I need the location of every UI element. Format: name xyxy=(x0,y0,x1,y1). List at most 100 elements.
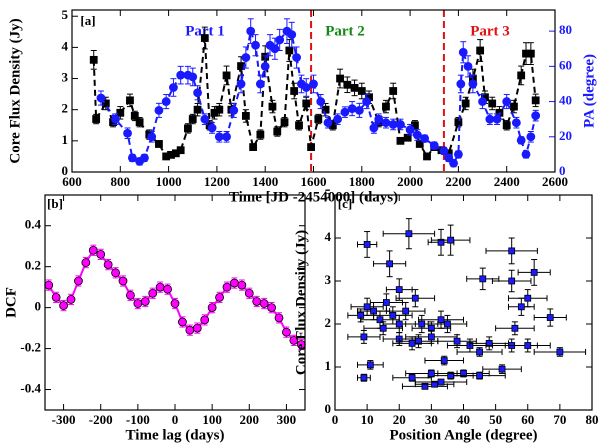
marker xyxy=(363,303,371,311)
marker xyxy=(268,102,277,111)
marker xyxy=(354,105,364,115)
marker xyxy=(382,299,390,306)
marker xyxy=(418,320,426,328)
x-tick-label: 50 xyxy=(489,412,502,427)
x-tick-label: 100 xyxy=(202,412,222,427)
y-tick-label: 2 xyxy=(62,101,69,116)
marker xyxy=(376,316,384,324)
plot-frame xyxy=(44,194,306,411)
marker xyxy=(222,282,232,292)
x-tick-label: 0 xyxy=(172,412,179,427)
x-tick-label: 40 xyxy=(457,412,470,427)
marker xyxy=(357,87,366,95)
marker xyxy=(476,372,483,380)
marker xyxy=(96,249,106,259)
marker xyxy=(74,276,83,286)
x-tick-label: 300 xyxy=(277,412,297,427)
x-tick-label: -300 xyxy=(52,412,76,427)
marker xyxy=(478,97,487,106)
panel-label: [b] xyxy=(47,196,63,211)
marker xyxy=(437,316,445,324)
marker xyxy=(118,276,128,286)
marker xyxy=(511,324,519,332)
marker xyxy=(521,149,531,159)
marker xyxy=(127,153,137,163)
marker xyxy=(101,99,110,108)
marker xyxy=(178,317,187,327)
y-tick-label: 4 xyxy=(62,38,69,53)
panel-label: [c] xyxy=(338,196,352,211)
marker xyxy=(362,97,372,106)
marker xyxy=(439,146,449,156)
panel-label: [a] xyxy=(80,13,95,28)
y-axis-label: DCF xyxy=(3,287,19,318)
marker xyxy=(449,158,458,168)
marker xyxy=(421,382,429,390)
marker xyxy=(488,99,497,108)
marker xyxy=(402,307,410,315)
marker xyxy=(389,311,397,319)
marker xyxy=(429,141,439,150)
marker xyxy=(89,55,98,64)
marker xyxy=(386,260,394,268)
marker xyxy=(502,97,512,106)
marker xyxy=(170,299,180,308)
x-tick-label: 20 xyxy=(393,412,406,427)
marker xyxy=(531,96,540,105)
y-tick-label: 1 xyxy=(325,358,332,373)
marker xyxy=(453,337,461,345)
marker xyxy=(350,83,359,92)
marker xyxy=(415,337,422,345)
marker xyxy=(200,114,210,124)
marker xyxy=(396,136,405,145)
marker xyxy=(546,314,554,321)
marker xyxy=(140,297,150,306)
marker xyxy=(92,115,101,123)
marker xyxy=(295,121,303,130)
marker xyxy=(511,118,521,128)
marker xyxy=(508,277,516,285)
marker xyxy=(508,247,516,255)
marker xyxy=(222,71,231,80)
x-axis-label: Position Angle (degree) xyxy=(389,427,537,443)
marker xyxy=(420,134,429,143)
marker xyxy=(130,112,139,120)
y-tick-label: -0.4 xyxy=(20,381,41,396)
marker xyxy=(176,146,185,155)
marker xyxy=(246,26,256,36)
marker xyxy=(412,130,422,140)
y-tick-label: 5 xyxy=(325,186,332,201)
marker xyxy=(282,327,291,337)
marker xyxy=(405,125,415,135)
marker xyxy=(188,115,197,123)
marker xyxy=(260,61,270,71)
marker xyxy=(458,47,468,57)
x-tick-label: 0 xyxy=(332,412,339,427)
marker xyxy=(381,118,391,128)
marker xyxy=(207,123,217,133)
marker xyxy=(88,245,98,255)
marker xyxy=(255,79,265,89)
marker xyxy=(340,107,350,117)
marker xyxy=(207,303,217,313)
x-tick-label: 1600 xyxy=(301,174,327,189)
marker xyxy=(51,292,61,302)
marker xyxy=(135,118,144,127)
marker xyxy=(374,114,384,124)
x-tick-label: 70 xyxy=(553,412,566,427)
marker xyxy=(267,303,276,313)
marker xyxy=(369,123,379,133)
marker xyxy=(126,290,135,300)
y-tick-label: 0 xyxy=(325,401,332,416)
marker xyxy=(66,295,76,304)
marker xyxy=(126,96,134,105)
marker xyxy=(244,288,254,298)
marker xyxy=(444,320,451,328)
marker xyxy=(193,105,202,114)
marker xyxy=(163,284,172,294)
marker xyxy=(556,348,564,356)
marker xyxy=(81,258,91,267)
marker xyxy=(323,118,333,128)
marker xyxy=(456,79,466,89)
y2-tick-label: 20 xyxy=(559,128,572,143)
